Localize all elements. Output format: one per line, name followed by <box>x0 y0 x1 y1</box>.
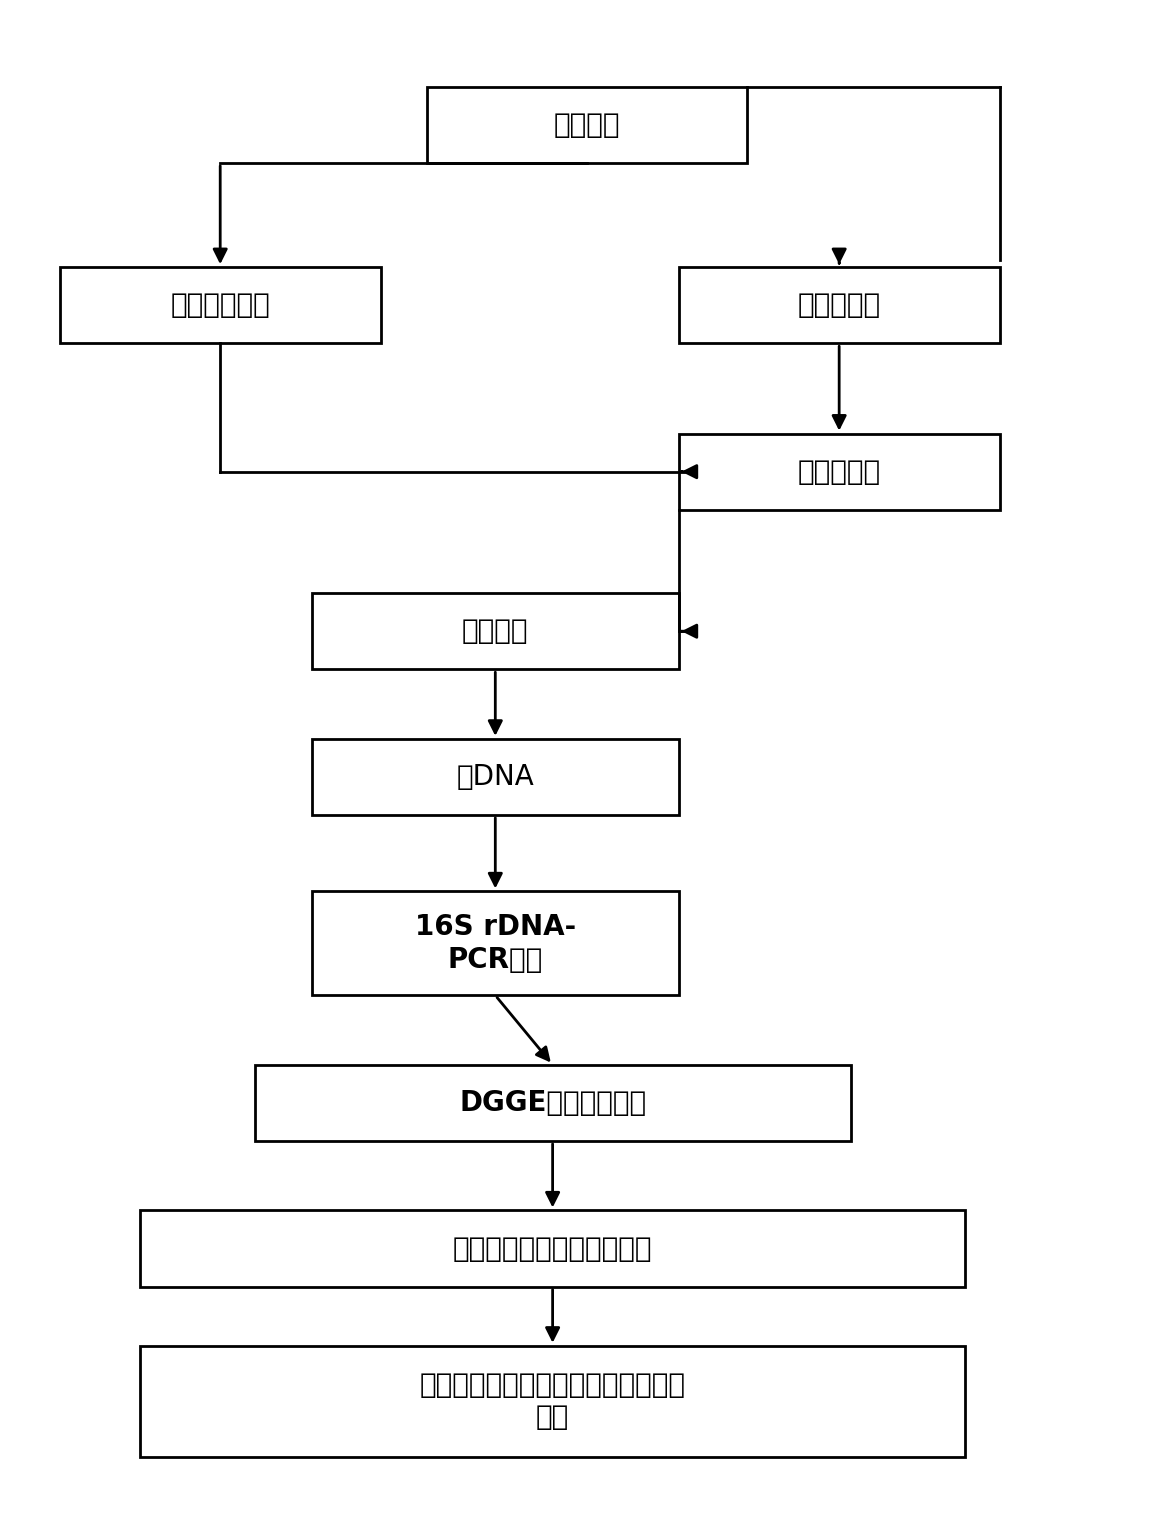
Text: 混合培养的海绵共附生微生物的种群
监测: 混合培养的海绵共附生微生物的种群 监测 <box>419 1370 686 1431</box>
Text: 16S rDNA-
PCR扩增: 16S rDNA- PCR扩增 <box>414 913 576 974</box>
Bar <box>312 891 679 995</box>
Bar <box>255 1065 851 1141</box>
Bar <box>426 87 748 163</box>
Bar <box>140 1346 965 1457</box>
Text: 条带的克隆测序与分子鉴定: 条带的克隆测序与分子鉴定 <box>453 1235 653 1262</box>
Text: 混合培养: 混合培养 <box>463 617 528 645</box>
Text: 复合培养基: 复合培养基 <box>797 458 880 485</box>
Text: 海绵样品: 海绵样品 <box>554 111 620 139</box>
Bar <box>679 433 999 510</box>
Text: 海绵浸出汁: 海绵浸出汁 <box>797 291 880 319</box>
Text: 混合菌种子液: 混合菌种子液 <box>170 291 270 319</box>
Bar <box>312 594 679 670</box>
Text: 总DNA: 总DNA <box>457 763 534 790</box>
Bar <box>140 1210 965 1286</box>
Text: DGGE基因指纹图谱: DGGE基因指纹图谱 <box>459 1090 646 1117</box>
Bar <box>60 267 380 343</box>
Bar <box>679 267 999 343</box>
Bar <box>312 739 679 815</box>
